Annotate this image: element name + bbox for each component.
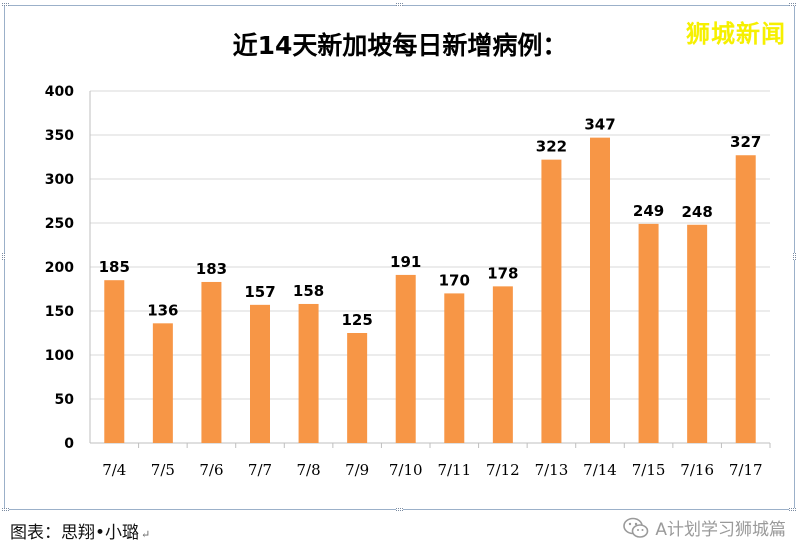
data-label: 183 — [196, 260, 227, 278]
frame-handle-right-center[interactable] — [793, 253, 796, 260]
x-tick-label: 7/7 — [248, 461, 272, 479]
brand-text: A计划学习狮城篇 — [655, 520, 786, 540]
watermark-logo: 狮城新闻 — [686, 20, 786, 48]
paragraph-return-mark: ↵ — [141, 528, 151, 541]
data-label: 178 — [487, 264, 518, 282]
data-label: 191 — [390, 253, 421, 271]
data-label: 157 — [244, 283, 275, 301]
x-tick-label: 7/11 — [437, 461, 471, 479]
wechat-icon — [623, 517, 649, 538]
bar — [347, 333, 368, 443]
caption-text: 图表：思翔•小璐 — [10, 523, 140, 543]
data-label: 347 — [584, 116, 615, 134]
x-tick-label: 7/5 — [151, 461, 175, 479]
frame-handle-top-left[interactable] — [2, 3, 9, 6]
data-label: 249 — [633, 202, 664, 220]
data-label: 170 — [439, 271, 470, 289]
x-tick-label: 7/10 — [389, 461, 423, 479]
frame-handle-top-center[interactable] — [396, 3, 403, 6]
bar — [250, 304, 270, 443]
bar — [492, 286, 513, 443]
y-tick-label: 300 — [45, 172, 74, 188]
x-tick-label: 7/15 — [632, 461, 666, 479]
x-tick-label: 7/12 — [486, 461, 520, 479]
frame-handle-top-right[interactable] — [789, 3, 796, 6]
bar — [590, 137, 610, 443]
frame-handle-bottom-left[interactable] — [2, 508, 9, 511]
frame-handle-left-center[interactable] — [2, 253, 5, 260]
chart-title: 近14天新加坡每日新增病例： — [232, 31, 568, 60]
y-tick-label: 100 — [45, 348, 74, 364]
y-tick-label: 50 — [55, 392, 75, 408]
bar — [104, 280, 125, 443]
x-tick-label: 7/4 — [102, 461, 126, 479]
bar — [152, 323, 173, 443]
x-tick-label: 7/17 — [729, 461, 763, 479]
y-tick-label: 150 — [45, 304, 74, 320]
y-tick-label: 350 — [45, 128, 74, 144]
x-tick-label: 7/9 — [345, 461, 369, 479]
x-tick-label: 7/6 — [199, 461, 223, 479]
bar — [687, 224, 708, 443]
y-tick-label: 250 — [45, 216, 74, 232]
y-tick-label: 0 — [64, 436, 74, 452]
brand-tag: A计划学习狮城篇 — [623, 515, 786, 540]
y-tick-label: 200 — [45, 260, 74, 276]
x-tick-label: 7/16 — [680, 461, 714, 479]
frame-handle-bottom-right[interactable] — [789, 508, 796, 511]
frame-handle-bottom-center[interactable] — [396, 508, 403, 511]
y-tick-label: 400 — [45, 84, 74, 100]
x-tick-label: 7/8 — [297, 461, 321, 479]
bar — [395, 274, 416, 443]
data-label: 248 — [681, 203, 712, 221]
data-label: 185 — [99, 258, 130, 276]
bar — [298, 303, 319, 443]
data-label: 322 — [536, 138, 567, 156]
data-label: 136 — [147, 301, 178, 319]
x-tick-label: 7/13 — [535, 461, 569, 479]
bar — [444, 293, 465, 443]
x-tick-label: 7/14 — [583, 461, 617, 479]
bar — [638, 223, 659, 443]
data-label: 125 — [341, 311, 372, 329]
bar — [735, 155, 756, 444]
bar — [201, 281, 222, 443]
data-label: 158 — [293, 282, 324, 300]
figure-caption: 图表：思翔•小璐 ↵ — [10, 518, 150, 543]
bar — [541, 159, 562, 443]
data-label: 327 — [730, 133, 761, 151]
